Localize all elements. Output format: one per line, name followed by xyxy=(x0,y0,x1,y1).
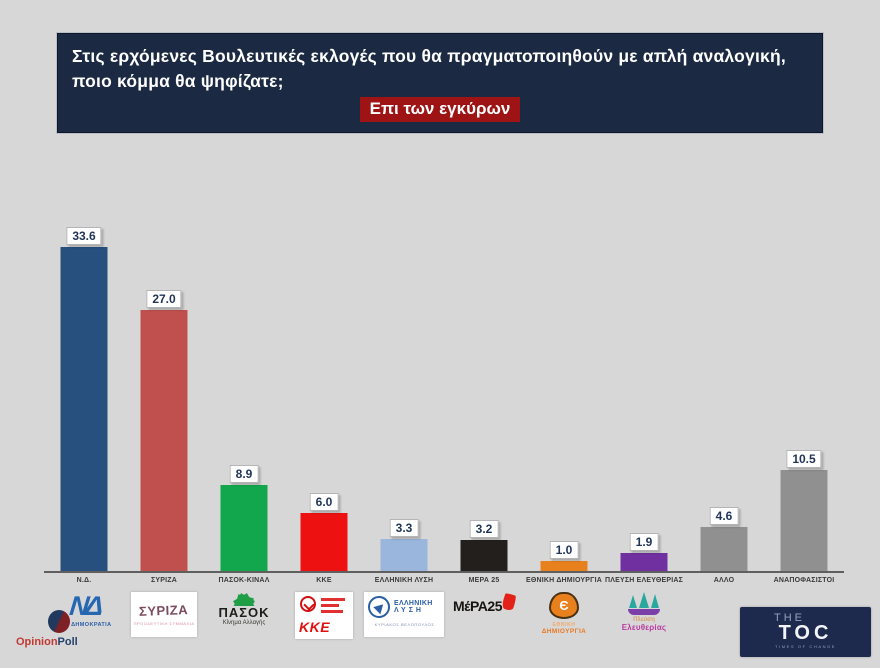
logo-slot-nd: ΝΔ ΝΕΑ ΔΗΜΟΚΡΑΤΙΑ xyxy=(44,590,124,648)
bar-value-label: 33.6 xyxy=(66,226,102,245)
mera25-logo-name: ΜέΡΑ25 xyxy=(453,598,502,614)
party-logos-row: ΝΔ ΝΕΑ ΔΗΜΟΚΡΑΤΙΑ ΣΥΡΙΖΑ ΠΡΟΟΔΕΥΤΙΚΗ ΣΥΜ… xyxy=(44,590,844,648)
elliniki-lysi-logo: ΕΛΛΗΝΙΚΗ ΛΥΣΗ ΚΥΡΙΑΚΟΣ ΒΕΛΟΠΟΥΛΟΣ xyxy=(364,592,444,637)
bar xyxy=(780,469,828,571)
axis-category-label: Ν.Δ. xyxy=(76,577,92,584)
opinionpoll-circle-icon xyxy=(48,610,70,633)
axis-category-label: ΜΕΡΑ 25 xyxy=(468,577,500,584)
ethniki-logo-line1: ΕΘΝΙΚΗ xyxy=(552,622,576,628)
chart-column: 27.0 ΣΥΡΙΖΑ xyxy=(124,196,204,584)
logo-slot-mera25: ΜέΡΑ25 xyxy=(444,590,524,648)
thetoc-the-text: THE xyxy=(774,612,805,624)
bar xyxy=(620,552,668,571)
question-line-1: Στις ερχόμενες Βουλευτικές εκλογές που θ… xyxy=(72,46,786,66)
axis-category-label: ΕΘΝΙΚΗ ΔΗΜΙΟΥΡΓΙΑ xyxy=(526,577,602,584)
bar-value-label: 27.0 xyxy=(146,290,182,309)
syriza-logo: ΣΥΡΙΖΑ ΠΡΟΟΔΕΥΤΙΚΗ ΣΥΜΜΑΧΙΑ xyxy=(131,592,197,637)
chart-column: 1.9 ΠΛΕΥΣΗ ΕΛΕΥΘΕΡΙΑΣ xyxy=(604,196,684,584)
chart-column: 3.3 ΕΛΛΗΝΙΚΗ ΛΥΣΗ xyxy=(364,196,444,584)
logo-slot-syriza: ΣΥΡΙΖΑ ΠΡΟΟΔΕΥΤΙΚΗ ΣΥΜΜΑΧΙΑ xyxy=(124,590,204,648)
nd-logo-name: ΝΕΑ ΔΗΜΟΚΡΑΤΙΑ xyxy=(56,622,112,628)
thetoc-logo: THE TOC TIMES OF CHANGE xyxy=(740,607,871,657)
valid-votes-badge: Επι των εγκύρων xyxy=(359,97,521,122)
logo-slot-pasok: ΠΑΣΟΚ Κίνημα Αλλαγής xyxy=(204,590,284,648)
logo-slot-elliniki-lysi: ΕΛΛΗΝΙΚΗ ΛΥΣΗ ΚΥΡΙΑΚΟΣ ΒΕΛΟΠΟΥΛΟΣ xyxy=(364,590,444,648)
bar-value-label: 8.9 xyxy=(229,465,259,484)
bar xyxy=(540,561,588,571)
chart-column: 3.2 ΜΕΡΑ 25 xyxy=(444,196,524,584)
hammer-sickle-icon xyxy=(300,596,316,612)
thetoc-tagline: TIMES OF CHANGE xyxy=(774,644,837,649)
question-line-2: ποιο κόμμα θα ψηφίζατε; xyxy=(72,71,284,91)
nd-logo: ΝΔ ΝΕΑ ΔΗΜΟΚΡΑΤΙΑ xyxy=(57,590,112,628)
bar xyxy=(60,246,108,571)
logo-slot-kke: ΚΚΕ xyxy=(284,590,364,648)
epsilon-badge-icon: Є xyxy=(548,592,579,619)
question-panel: Στις ερχόμενες Βουλευτικές εκλογές που θ… xyxy=(57,33,823,133)
bar-value-label: 3.2 xyxy=(469,520,499,539)
axis-category-label: ΑΛΛΟ xyxy=(713,577,735,584)
bar-value-label: 1.0 xyxy=(549,541,579,560)
kke-logo: ΚΚΕ xyxy=(295,592,353,639)
opinionpoll-logo: OpinionPoll xyxy=(16,610,102,648)
sailboat-icon xyxy=(626,591,662,615)
bar-value-label: 1.9 xyxy=(629,532,659,551)
axis-category-label: ΚΚΕ xyxy=(316,577,332,584)
thetoc-toc-text: TOC xyxy=(778,622,833,644)
pasok-sunburst-icon xyxy=(227,591,261,606)
bar xyxy=(380,539,428,571)
bar-value-label: 10.5 xyxy=(786,449,822,468)
chart-column: 1.0 ΕΘΝΙΚΗ ΔΗΜΙΟΥΡΓΙΑ xyxy=(524,196,604,584)
bar-value-label: 6.0 xyxy=(309,493,339,512)
pasok-logo-subtext: Κίνημα Αλλαγής xyxy=(222,620,266,626)
pasok-logo-name: ΠΑΣΟΚ xyxy=(218,605,270,620)
chart-column: 33.6 Ν.Δ. xyxy=(44,196,124,584)
chart-column: 10.5 ΑΝΑΠΟΦΑΣΙΣΤΟΙ xyxy=(764,196,844,584)
bar-chart: 33.6 Ν.Δ. 27.0 ΣΥΡΙΖΑ 8.9 ΠΑΣΟΚ-ΚΙΝΑΛ 6.0 ΚΚΕ 3.… xyxy=(44,196,844,584)
chart-column: 8.9 ΠΑΣΟΚ-ΚΙΝΑΛ xyxy=(204,196,284,584)
bar xyxy=(140,310,188,571)
mera25-logo: ΜέΡΑ25 xyxy=(453,590,518,614)
bar-value-label: 3.3 xyxy=(389,519,419,538)
axis-category-label: ΠΑΣΟΚ-ΚΙΝΑΛ xyxy=(218,577,270,584)
bar xyxy=(220,485,268,571)
plefsi-eleftherias-logo: Πλεύση Ελευθερίας xyxy=(622,590,667,632)
pasok-logo: ΠΑΣΟΚ Κίνημα Αλλαγής xyxy=(218,590,269,626)
lysi-logo-subtext: ΚΥΡΙΑΚΟΣ ΒΕΛΟΠΟΥΛΟΣ xyxy=(374,622,435,627)
chart-column: 4.6 ΑΛΛΟ xyxy=(684,196,764,584)
opinionpoll-brand-part1: Opinion xyxy=(16,636,58,648)
logo-slot-ethniki-dimiourgia: Є ΕΘΝΙΚΗ ΔΗΜΙΟΥΡΓΙΑ xyxy=(524,590,604,648)
plefsi-logo-line2: Ελευθερίας xyxy=(621,623,667,632)
lysi-logo-line1: ΕΛΛΗΝΙΚΗ xyxy=(394,600,433,607)
compass-icon xyxy=(368,596,390,618)
syriza-logo-subtext: ΠΡΟΟΔΕΥΤΙΚΗ ΣΥΜΜΑΧΙΑ xyxy=(133,621,195,626)
ethniki-dimiourgia-logo: Є ΕΘΝΙΚΗ ΔΗΜΙΟΥΡΓΙΑ xyxy=(542,590,587,635)
ethniki-logo-line2: ΔΗΜΙΟΥΡΓΙΑ xyxy=(541,628,587,635)
axis-category-label: ΕΛΛΗΝΙΚΗ ΛΥΣΗ xyxy=(374,577,434,584)
syriza-logo-name: ΣΥΡΙΖΑ xyxy=(139,602,189,619)
lysi-logo-line2: ΛΥΣΗ xyxy=(394,607,424,614)
kke-logo-name: ΚΚΕ xyxy=(299,619,331,635)
logo-slot-plefsi: Πλεύση Ελευθερίας xyxy=(604,590,684,648)
bar-value-label: 4.6 xyxy=(709,506,739,525)
highlight-row: Επι των εγκύρων xyxy=(72,97,808,122)
bar xyxy=(700,526,748,571)
axis-category-label: ΠΛΕΥΣΗ ΕΛΕΥΘΕΡΙΑΣ xyxy=(604,577,684,584)
bar xyxy=(460,540,508,571)
plefsi-logo-line1: Πλεύση xyxy=(633,617,655,623)
bar xyxy=(300,513,348,571)
chart-column: 6.0 ΚΚΕ xyxy=(284,196,364,584)
red-bird-icon xyxy=(500,592,518,612)
axis-category-label: ΣΥΡΙΖΑ xyxy=(150,577,178,584)
opinionpoll-brand-part2: Poll xyxy=(57,636,78,648)
axis-category-label: ΑΝΑΠΟΦΑΣΙΣΤΟΙ xyxy=(773,577,835,584)
